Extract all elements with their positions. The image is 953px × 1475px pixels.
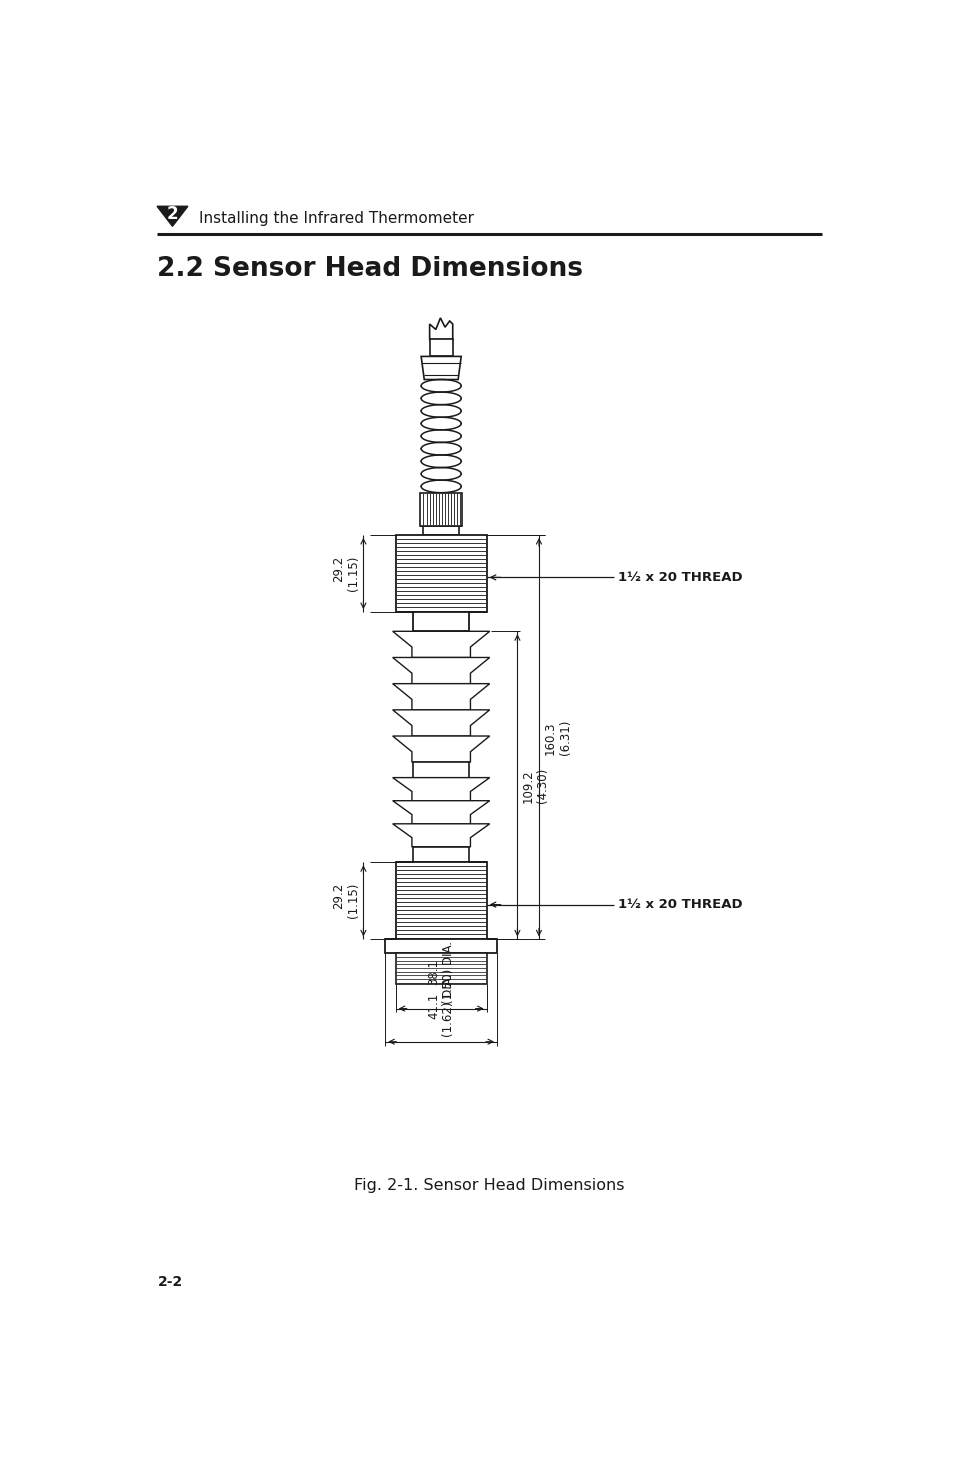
Text: 29.2
(1.15): 29.2 (1.15) [332, 556, 360, 591]
Polygon shape [393, 658, 489, 683]
Polygon shape [393, 736, 489, 763]
Bar [413, 612, 469, 631]
Polygon shape [393, 709, 489, 736]
Text: 29.2
(1.15): 29.2 (1.15) [332, 884, 360, 919]
Polygon shape [393, 631, 489, 658]
Polygon shape [157, 207, 188, 226]
Text: 2.2 Sensor Head Dimensions: 2.2 Sensor Head Dimensions [157, 255, 582, 282]
Text: Installing the Infrared Thermometer: Installing the Infrared Thermometer [198, 211, 473, 226]
Text: 109.2
(4.30): 109.2 (4.30) [520, 767, 549, 802]
Polygon shape [393, 825, 489, 847]
Bar [385, 940, 497, 953]
Text: 1½ x 20 THREAD: 1½ x 20 THREAD [618, 571, 742, 584]
Bar [413, 763, 469, 777]
Polygon shape [420, 357, 460, 379]
Text: 38.1
(1.50) DIA.: 38.1 (1.50) DIA. [427, 941, 455, 1004]
Bar [423, 525, 458, 535]
Text: Fig. 2-1. Sensor Head Dimensions: Fig. 2-1. Sensor Head Dimensions [354, 1179, 623, 1193]
Text: 160.3
(6.31): 160.3 (6.31) [543, 720, 571, 755]
Polygon shape [393, 683, 489, 709]
Text: 2-2: 2-2 [157, 1274, 183, 1289]
Polygon shape [393, 801, 489, 825]
Bar [413, 847, 469, 863]
Bar [429, 339, 453, 357]
Bar [420, 493, 461, 525]
Bar [395, 535, 486, 612]
Text: 41.1
(1.62) DIA.: 41.1 (1.62) DIA. [427, 974, 455, 1037]
Polygon shape [393, 777, 489, 801]
Polygon shape [429, 319, 453, 339]
Text: 1½ x 20 THREAD: 1½ x 20 THREAD [618, 898, 742, 912]
Bar [395, 953, 486, 984]
Text: 2: 2 [167, 205, 178, 223]
Bar [395, 863, 486, 940]
